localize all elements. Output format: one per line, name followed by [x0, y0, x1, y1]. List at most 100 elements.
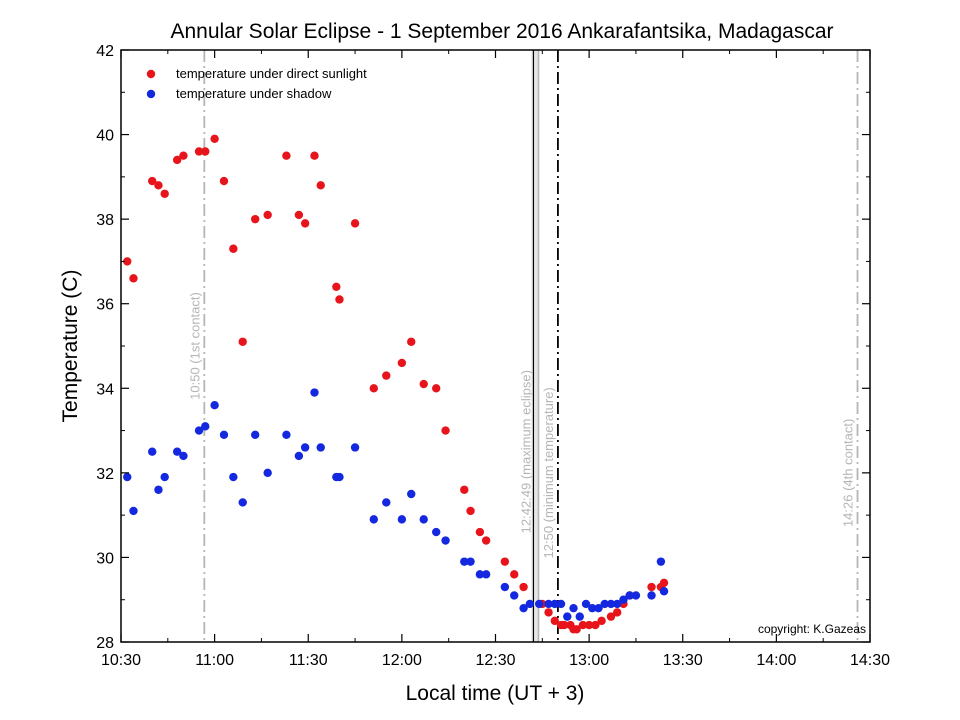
legend-marker-sunlight [146, 69, 156, 79]
data-point [613, 599, 622, 609]
x-tick-label: 12:00 [382, 652, 422, 669]
data-point [294, 451, 304, 461]
data-point [210, 134, 219, 143]
data-point [316, 443, 325, 452]
maximum-eclipse-band [531, 50, 540, 642]
data-point [148, 176, 157, 186]
data-point [332, 282, 341, 291]
data-point [481, 536, 491, 545]
data-point [600, 599, 609, 609]
data-point [229, 244, 238, 253]
data-point [613, 608, 622, 617]
y-tick-label: 30 [96, 550, 114, 567]
data-point [556, 599, 566, 609]
data-point [550, 599, 559, 609]
data-point [179, 451, 188, 461]
y-tick-label: 42 [96, 43, 114, 60]
data-point [123, 472, 132, 482]
x-tick-label: 10:30 [101, 652, 141, 669]
annotation-label: 14:26 (4th contact) [841, 419, 856, 527]
data-point [201, 147, 210, 156]
data-point [606, 599, 616, 609]
data-point [397, 515, 407, 524]
y-tick-label: 34 [96, 381, 114, 398]
y-tick-label: 40 [96, 128, 114, 145]
data-point [519, 603, 528, 613]
data-point [294, 210, 304, 220]
x-axis-title: Local time (UT + 3) [406, 682, 585, 705]
data-point [250, 430, 260, 439]
data-point [432, 384, 441, 393]
data-point [572, 625, 581, 634]
legend-marker-shadow [146, 89, 156, 99]
data-point [369, 515, 378, 524]
data-point [350, 219, 360, 228]
annotation-label: 12:42:49 (maximum eclipse) [518, 370, 533, 533]
data-point [647, 591, 656, 600]
annotation-label: 10:50 (1st contact) [187, 292, 202, 400]
data-point [316, 181, 325, 190]
series-0 [123, 134, 669, 634]
series-1 [123, 388, 669, 621]
data-point [500, 582, 510, 592]
data-point [659, 578, 669, 587]
data-point [466, 506, 475, 516]
data-point [250, 214, 260, 224]
data-point [591, 620, 600, 630]
data-point [525, 599, 535, 609]
data-point [201, 422, 210, 431]
data-point [631, 591, 641, 600]
y-tick-label: 32 [96, 466, 114, 483]
data-point [397, 358, 407, 368]
legend: temperature under direct sunlight temper… [146, 66, 367, 101]
data-point [584, 620, 594, 630]
data-point [597, 616, 606, 626]
data-point [154, 181, 163, 190]
data-point [656, 557, 666, 566]
y-axis-title: Temperature (C) [59, 270, 82, 423]
data-point [335, 295, 344, 304]
data-point [419, 379, 428, 389]
data-point [510, 591, 519, 600]
data-point [441, 426, 450, 435]
data-point [407, 337, 416, 346]
data-point [229, 472, 238, 482]
data-point [432, 527, 441, 537]
data-point [194, 147, 204, 156]
data-point [238, 498, 247, 507]
data-point [500, 557, 510, 566]
data-point [263, 468, 272, 478]
data-point [300, 219, 310, 228]
data-point [659, 587, 669, 596]
annotation-lines: 10:50 (1st contact) 12:42:49 (maximum ecl… [187, 50, 859, 642]
data-point [350, 443, 360, 452]
data-point [382, 371, 391, 380]
data-point [475, 527, 485, 537]
copyright-label: copyright: K.Gazeas [758, 622, 866, 636]
data-point [563, 612, 572, 621]
y-tick-label: 36 [96, 297, 114, 314]
x-tick-label: 13:00 [569, 652, 609, 669]
data-point [578, 620, 588, 630]
data-point [575, 612, 584, 621]
data-point [550, 616, 559, 626]
data-point [466, 557, 475, 566]
data-point [481, 570, 491, 579]
data-point [172, 447, 182, 456]
data-point [219, 176, 229, 186]
data-point [534, 599, 544, 609]
annotation-label: 12:50 (minimum temperature) [541, 387, 556, 558]
legend-label-sunlight: temperature under direct sunlight [176, 66, 367, 81]
data-point [619, 595, 628, 604]
data-point [441, 536, 450, 545]
data-point [282, 151, 291, 160]
data-point [219, 430, 229, 439]
y-tick-label: 38 [96, 212, 114, 229]
data-point [544, 599, 553, 609]
data-point [419, 515, 428, 524]
data-point [510, 570, 519, 579]
x-tick-label: 11:30 [289, 652, 328, 669]
data-point [382, 498, 391, 507]
data-point [282, 430, 291, 439]
